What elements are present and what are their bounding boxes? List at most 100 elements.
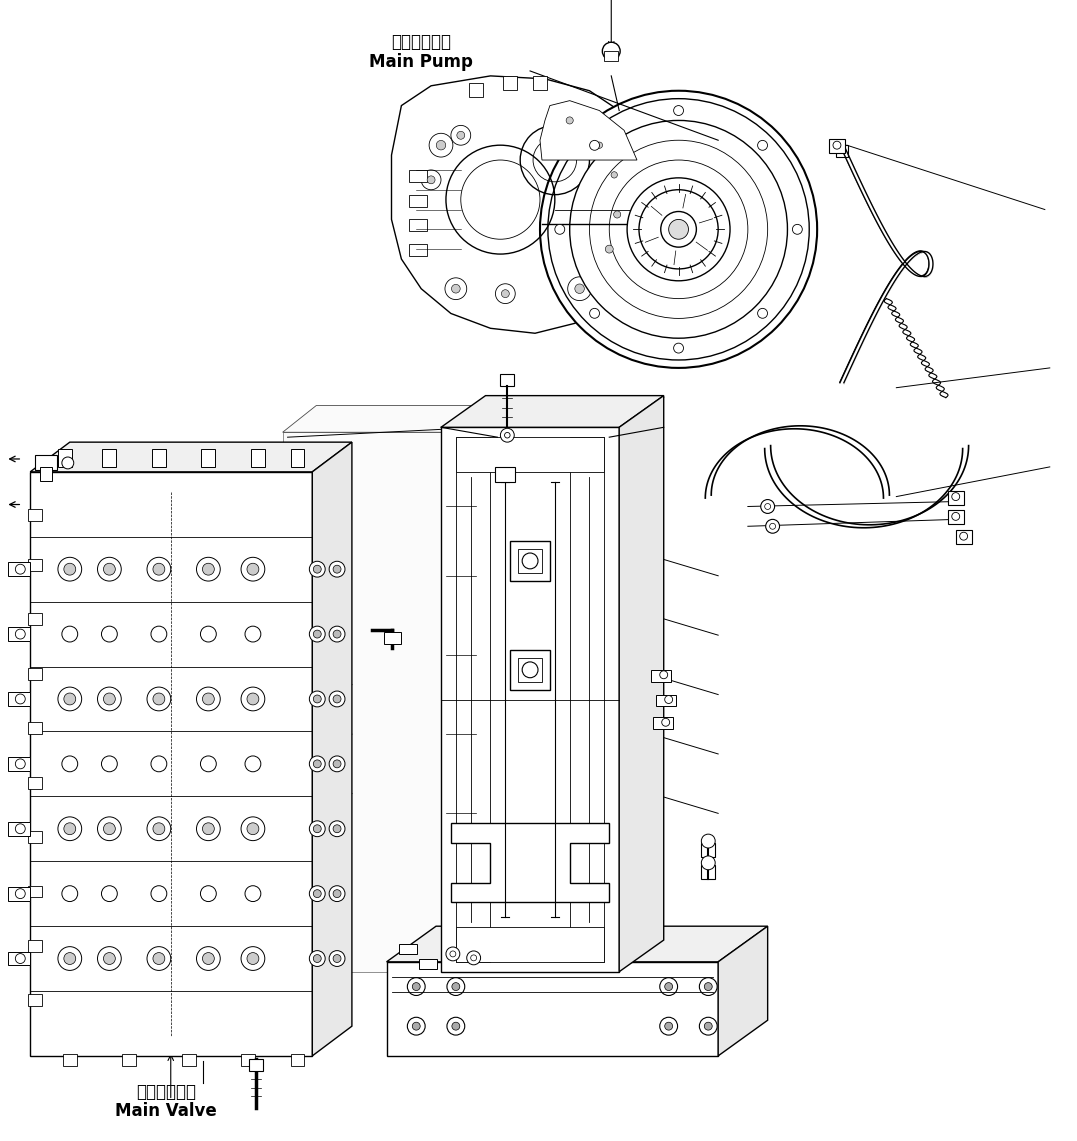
Circle shape — [202, 823, 214, 835]
Circle shape — [660, 671, 668, 679]
Circle shape — [639, 189, 718, 269]
Circle shape — [597, 141, 602, 148]
Polygon shape — [540, 100, 637, 160]
Circle shape — [146, 557, 171, 581]
Circle shape — [665, 696, 673, 704]
Circle shape — [627, 178, 730, 281]
Circle shape — [153, 953, 165, 964]
Bar — [9, 693, 30, 706]
Bar — [201, 450, 215, 467]
Circle shape — [103, 953, 115, 964]
Bar — [123, 1054, 136, 1066]
Circle shape — [452, 1022, 460, 1030]
Bar — [58, 450, 72, 467]
Circle shape — [330, 950, 345, 966]
Circle shape — [605, 245, 613, 253]
Bar — [456, 928, 604, 962]
Circle shape — [15, 954, 25, 963]
Circle shape — [101, 885, 117, 901]
Circle shape — [196, 557, 221, 581]
Circle shape — [452, 982, 460, 990]
Circle shape — [699, 978, 717, 995]
Circle shape — [407, 978, 425, 995]
Circle shape — [445, 277, 466, 300]
Circle shape — [313, 695, 321, 703]
Bar — [409, 219, 428, 232]
Bar — [533, 76, 547, 90]
Circle shape — [451, 284, 460, 293]
Text: Main Valve: Main Valve — [115, 1102, 216, 1120]
Bar — [291, 1054, 305, 1066]
Bar — [28, 777, 42, 788]
Circle shape — [495, 284, 515, 304]
Circle shape — [589, 140, 600, 151]
Circle shape — [330, 820, 345, 836]
Circle shape — [568, 277, 591, 300]
Circle shape — [200, 626, 216, 642]
Circle shape — [833, 141, 841, 149]
Bar — [409, 244, 428, 256]
Circle shape — [540, 91, 817, 367]
Bar — [291, 450, 305, 467]
Circle shape — [200, 885, 216, 901]
Circle shape — [241, 687, 265, 711]
Circle shape — [407, 1018, 425, 1035]
Circle shape — [333, 630, 341, 638]
Bar — [409, 170, 428, 181]
Circle shape — [412, 1022, 420, 1030]
Bar — [28, 722, 42, 734]
Bar — [604, 51, 618, 62]
Polygon shape — [312, 443, 352, 1055]
Circle shape — [61, 756, 78, 771]
Circle shape — [757, 140, 768, 151]
Circle shape — [447, 978, 465, 995]
Circle shape — [15, 565, 25, 574]
Bar — [241, 1054, 255, 1066]
Circle shape — [247, 953, 258, 964]
Polygon shape — [457, 405, 490, 972]
Bar — [653, 718, 673, 729]
Bar — [28, 510, 42, 521]
Polygon shape — [30, 472, 312, 1055]
Circle shape — [15, 889, 25, 899]
Bar — [182, 1054, 196, 1066]
Circle shape — [760, 500, 774, 513]
Circle shape — [309, 626, 325, 642]
Circle shape — [200, 756, 216, 771]
Bar — [9, 822, 30, 835]
Bar — [510, 650, 550, 689]
Bar — [836, 145, 848, 157]
Circle shape — [202, 693, 214, 705]
Circle shape — [103, 823, 115, 835]
Text: メインバルブ: メインバルブ — [136, 1083, 196, 1101]
Circle shape — [241, 817, 265, 841]
Circle shape — [330, 626, 345, 642]
Text: メインポンプ: メインポンプ — [391, 33, 451, 51]
Circle shape — [15, 629, 25, 639]
Polygon shape — [282, 432, 457, 972]
Polygon shape — [451, 824, 610, 903]
Circle shape — [600, 240, 619, 259]
Circle shape — [309, 691, 325, 707]
Bar — [468, 83, 482, 97]
Circle shape — [673, 343, 684, 353]
Bar — [102, 450, 116, 467]
Circle shape — [412, 982, 420, 990]
Bar — [409, 195, 428, 207]
Circle shape — [466, 950, 480, 965]
Bar — [503, 76, 517, 90]
Circle shape — [151, 885, 167, 901]
Polygon shape — [387, 926, 768, 962]
Circle shape — [570, 121, 787, 338]
Circle shape — [64, 564, 75, 575]
Circle shape — [421, 170, 440, 189]
Circle shape — [15, 694, 25, 704]
Circle shape — [457, 131, 465, 139]
Bar — [656, 695, 675, 706]
Polygon shape — [30, 443, 352, 472]
Circle shape — [153, 564, 165, 575]
Circle shape — [309, 561, 325, 577]
Circle shape — [244, 756, 261, 771]
Polygon shape — [392, 76, 648, 333]
Circle shape — [309, 756, 325, 771]
